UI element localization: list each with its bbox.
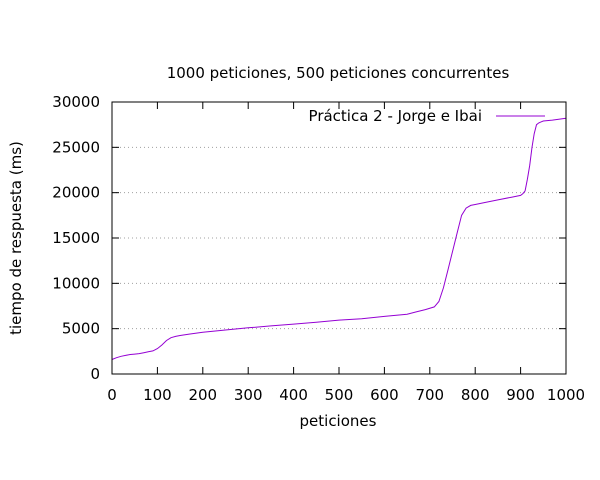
y-axis-label: tiempo de respuesta (ms) bbox=[7, 141, 25, 335]
y-tick-label: 30000 bbox=[52, 93, 100, 111]
legend-label: Práctica 2 - Jorge e Ibai bbox=[309, 107, 482, 125]
x-tick-label: 900 bbox=[506, 386, 535, 404]
y-tick-label: 25000 bbox=[52, 138, 100, 156]
x-tick-label: 300 bbox=[234, 386, 263, 404]
y-tick-label: 10000 bbox=[52, 274, 100, 292]
x-tick-label: 200 bbox=[188, 386, 217, 404]
series-line bbox=[111, 117, 567, 360]
legend: Práctica 2 - Jorge e Ibai bbox=[309, 107, 545, 125]
x-tick-label: 400 bbox=[279, 386, 308, 404]
series-layer bbox=[111, 117, 567, 360]
y-tick-label: 20000 bbox=[52, 184, 100, 202]
axis-ticks: 0 5000 10000 15000 20000 25000 30000 0 100 200 300… bbox=[52, 93, 585, 404]
y-tick-label: 5000 bbox=[62, 320, 100, 338]
y-tick-label: 0 bbox=[90, 365, 100, 383]
x-tick-label: 800 bbox=[461, 386, 490, 404]
x-tick-label: 700 bbox=[415, 386, 444, 404]
x-tick-label: 500 bbox=[325, 386, 354, 404]
x-tick-label: 1000 bbox=[547, 386, 585, 404]
chart-title: 1000 peticiones, 500 peticiones concurre… bbox=[167, 64, 510, 82]
x-tick-label: 0 bbox=[107, 386, 117, 404]
grid-lines bbox=[112, 146, 566, 330]
y-tick-label: 15000 bbox=[52, 229, 100, 247]
x-tick-label: 600 bbox=[370, 386, 399, 404]
x-tick-label: 100 bbox=[143, 386, 172, 404]
x-axis-label: peticiones bbox=[300, 412, 377, 430]
